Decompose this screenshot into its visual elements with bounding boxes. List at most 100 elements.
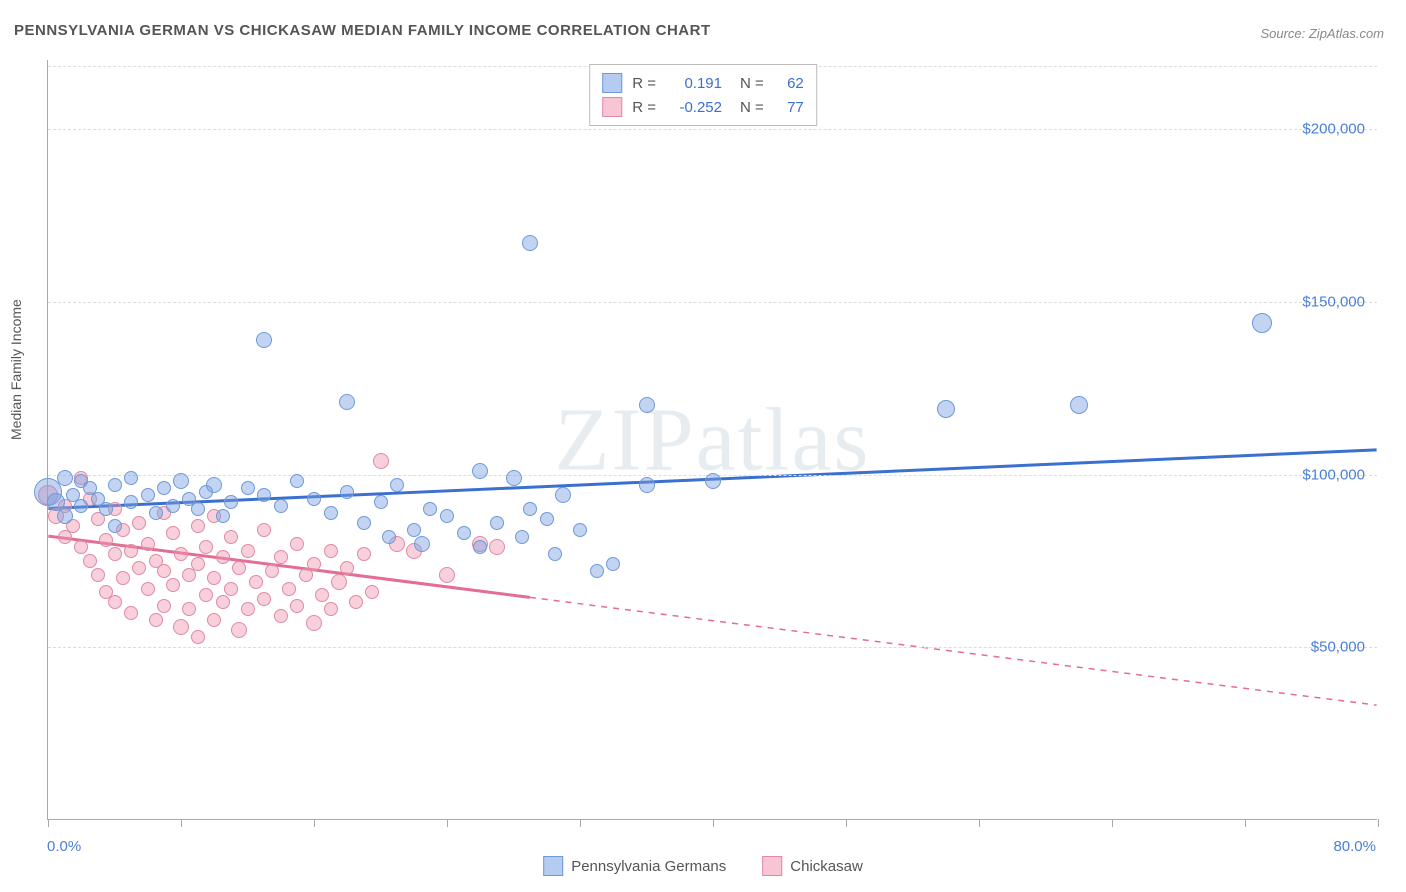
- data-point: [149, 506, 163, 520]
- data-point: [307, 492, 321, 506]
- data-point: [108, 478, 122, 492]
- x-tick: [447, 819, 448, 827]
- data-point: [191, 557, 205, 571]
- data-point: [149, 613, 163, 627]
- data-point: [166, 578, 180, 592]
- data-point: [99, 502, 113, 516]
- n-label: N =: [740, 75, 764, 92]
- correlation-legend: R =0.191N =62R =-0.252N =77: [589, 64, 817, 126]
- data-point: [191, 519, 205, 533]
- data-point: [339, 394, 355, 410]
- data-point: [340, 561, 354, 575]
- data-point: [191, 502, 205, 516]
- x-tick: [1112, 819, 1113, 827]
- data-point: [199, 540, 213, 554]
- data-point: [241, 544, 255, 558]
- x-tick: [48, 819, 49, 827]
- data-point: [374, 495, 388, 509]
- x-tick: [713, 819, 714, 827]
- data-point: [290, 537, 304, 551]
- r-value: -0.252: [666, 99, 722, 116]
- data-point: [257, 523, 271, 537]
- data-point: [116, 571, 130, 585]
- data-point: [257, 592, 271, 606]
- data-point: [349, 595, 363, 609]
- data-point: [249, 575, 263, 589]
- data-point: [124, 544, 138, 558]
- data-point: [141, 537, 155, 551]
- data-point: [440, 509, 454, 523]
- data-point: [206, 477, 222, 493]
- data-point: [141, 488, 155, 502]
- correlation-legend-row: R =-0.252N =77: [602, 95, 804, 119]
- data-point: [472, 463, 488, 479]
- data-point: [124, 606, 138, 620]
- n-label: N =: [740, 99, 764, 116]
- data-point: [937, 400, 955, 418]
- data-point: [540, 512, 554, 526]
- x-tick: [1378, 819, 1379, 827]
- x-tick: [580, 819, 581, 827]
- data-point: [157, 481, 171, 495]
- data-point: [423, 502, 437, 516]
- data-point: [256, 332, 272, 348]
- data-point: [382, 530, 396, 544]
- data-point: [606, 557, 620, 571]
- data-point: [324, 506, 338, 520]
- x-tick: [846, 819, 847, 827]
- data-point: [108, 595, 122, 609]
- data-point: [224, 582, 238, 596]
- data-point: [74, 540, 88, 554]
- data-point: [216, 595, 230, 609]
- data-point: [231, 622, 247, 638]
- legend-label: Chickasaw: [790, 858, 863, 875]
- data-point: [473, 540, 487, 554]
- data-point: [173, 619, 189, 635]
- data-point: [74, 499, 88, 513]
- chart-title: PENNSYLVANIA GERMAN VS CHICKASAW MEDIAN …: [14, 22, 711, 39]
- source-attribution: Source: ZipAtlas.com: [1260, 26, 1384, 41]
- data-point: [373, 453, 389, 469]
- data-point: [439, 567, 455, 583]
- data-point: [257, 488, 271, 502]
- x-axis-max-label: 80.0%: [1333, 838, 1376, 855]
- data-point: [590, 564, 604, 578]
- trend-line-dashed: [530, 597, 1377, 705]
- y-tick-label: $100,000: [1302, 466, 1365, 483]
- data-point: [331, 574, 347, 590]
- data-point: [173, 473, 189, 489]
- data-point: [124, 471, 138, 485]
- legend-swatch: [543, 856, 563, 876]
- r-value: 0.191: [666, 75, 722, 92]
- n-value: 77: [774, 99, 804, 116]
- data-point: [199, 588, 213, 602]
- data-point: [705, 473, 721, 489]
- data-point: [157, 564, 171, 578]
- data-point: [515, 530, 529, 544]
- r-label: R =: [632, 75, 656, 92]
- data-point: [157, 599, 171, 613]
- data-point: [232, 561, 246, 575]
- data-point: [306, 615, 322, 631]
- data-point: [1070, 396, 1088, 414]
- data-point: [457, 526, 471, 540]
- data-point: [132, 561, 146, 575]
- data-point: [414, 536, 430, 552]
- legend-item: Chickasaw: [762, 856, 863, 876]
- legend-label: Pennsylvania Germans: [571, 858, 726, 875]
- data-point: [207, 571, 221, 585]
- data-point: [490, 516, 504, 530]
- n-value: 62: [774, 75, 804, 92]
- y-axis-label: Median Family Income: [8, 299, 24, 440]
- data-point: [506, 470, 522, 486]
- data-point: [108, 519, 122, 533]
- data-point: [639, 397, 655, 413]
- data-point: [224, 530, 238, 544]
- gridline: [48, 647, 1377, 648]
- legend-swatch: [762, 856, 782, 876]
- data-point: [182, 602, 196, 616]
- data-point: [340, 485, 354, 499]
- data-point: [216, 550, 230, 564]
- data-point: [166, 499, 180, 513]
- data-point: [357, 547, 371, 561]
